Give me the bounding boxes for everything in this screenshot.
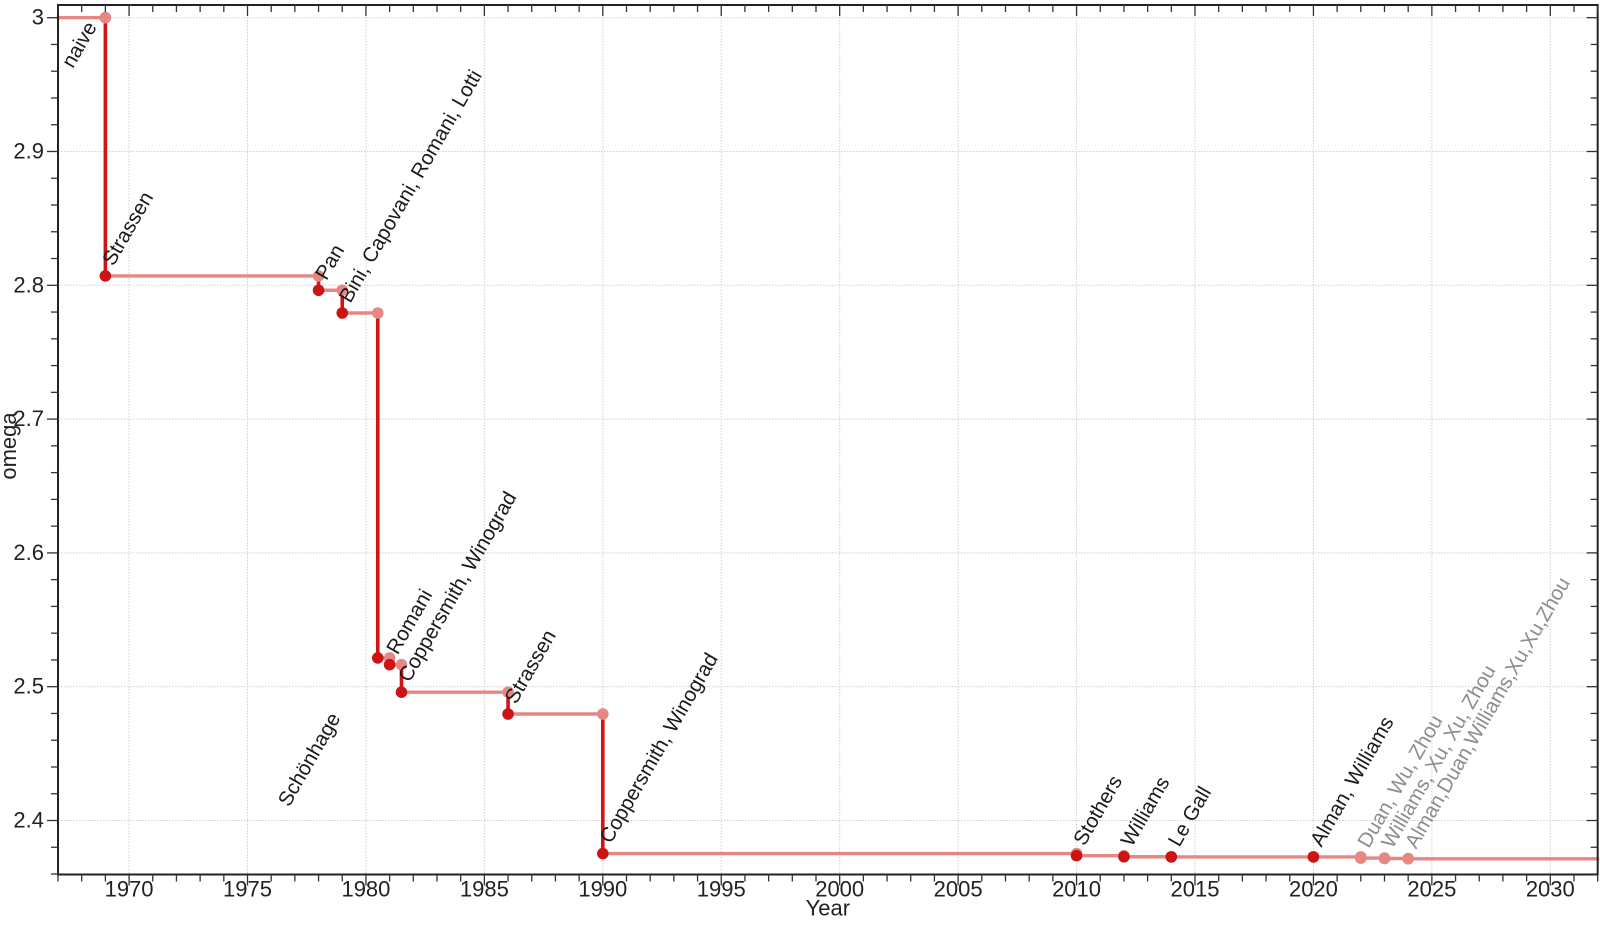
svg-text:2.4: 2.4 <box>13 808 44 833</box>
svg-text:2010: 2010 <box>1052 877 1101 902</box>
svg-text:1980: 1980 <box>341 877 390 902</box>
svg-text:2.5: 2.5 <box>13 674 44 699</box>
svg-text:2.9: 2.9 <box>13 139 44 164</box>
svg-text:1985: 1985 <box>460 877 509 902</box>
svg-text:2005: 2005 <box>934 877 983 902</box>
svg-text:Year: Year <box>806 896 850 921</box>
svg-text:1990: 1990 <box>578 877 627 902</box>
svg-text:2.8: 2.8 <box>13 272 44 297</box>
svg-text:2025: 2025 <box>1407 877 1456 902</box>
svg-text:2.6: 2.6 <box>13 540 44 565</box>
svg-text:omega: omega <box>0 412 21 480</box>
svg-text:2030: 2030 <box>1526 877 1575 902</box>
svg-text:2020: 2020 <box>1289 877 1338 902</box>
svg-text:3: 3 <box>32 5 44 30</box>
svg-text:2015: 2015 <box>1171 877 1220 902</box>
svg-text:1995: 1995 <box>697 877 746 902</box>
svg-text:1970: 1970 <box>105 877 154 902</box>
svg-text:1975: 1975 <box>223 877 272 902</box>
